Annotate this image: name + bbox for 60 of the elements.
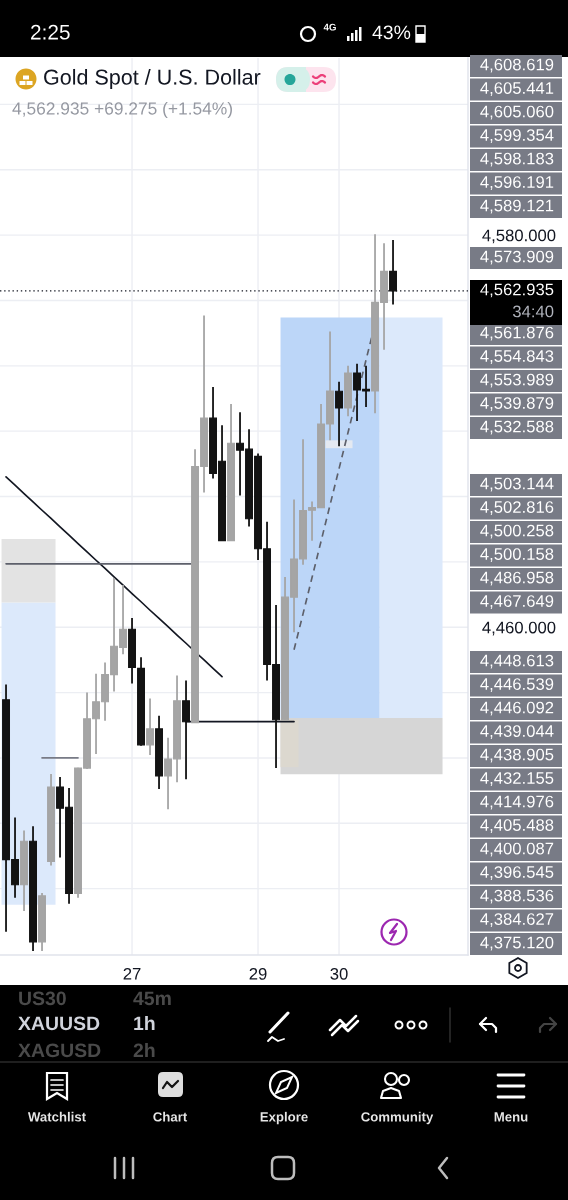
text: Menu — [494, 1112, 528, 1122]
text: 4,467.649 — [480, 595, 554, 609]
text: 4,432.155 — [480, 772, 554, 786]
candlestick — [146, 697, 155, 756]
text: 4,589.121 — [480, 199, 554, 214]
text: 4,605.441 — [480, 82, 554, 96]
text: 4,596.191 — [480, 176, 554, 190]
text: 4,414.976 — [480, 795, 554, 810]
text: XAGUSD — [18, 1043, 101, 1058]
ref-line-label: 4,562.935 — [480, 283, 554, 298]
text: 2h — [133, 1042, 155, 1058]
text: 4,554.843 — [480, 350, 554, 364]
text: 4,502.816 — [480, 501, 554, 515]
text: 4,388.536 — [480, 889, 554, 904]
text: 34:40 — [512, 305, 554, 318]
text: 4,400.087 — [480, 842, 554, 857]
x-tick-label: 29 — [249, 967, 267, 980]
text: Community — [361, 1111, 434, 1125]
text: 4,438.905 — [480, 748, 554, 763]
text: 4,503.144 — [480, 477, 554, 492]
text: 4,562.935 +69.275 (+1.54%) — [12, 101, 232, 119]
text: 4,448.613 — [480, 654, 554, 669]
text: 45m — [133, 991, 171, 1006]
text: 4,446.092 — [480, 701, 554, 716]
text: 4,375.120 — [480, 936, 554, 951]
text: 4,486.958 — [480, 571, 554, 586]
text: 1h — [134, 1015, 155, 1031]
y-tick-label: 4,580.000 — [482, 229, 556, 244]
text: 4,446.539 — [480, 678, 554, 692]
text: 4,598.183 — [480, 152, 554, 167]
text: US30 — [19, 991, 66, 1006]
line-series — [5, 476, 223, 678]
candlestick — [335, 380, 344, 448]
text: 4,573.909 — [480, 250, 554, 265]
candlestick — [389, 239, 398, 306]
text: 4,561.876 — [480, 326, 554, 341]
text: 4,599.354 — [480, 129, 554, 143]
text: 4,605.060 — [480, 105, 554, 120]
chart-title: Gold Spot / U.S. Dollar — [44, 68, 261, 90]
text: 43% — [372, 25, 411, 40]
text: 4G — [323, 23, 336, 31]
text: Watchlist — [27, 1111, 86, 1122]
text: 4,539.879 — [480, 397, 554, 411]
text: Chart — [153, 1111, 188, 1122]
text: 4,439.044 — [480, 725, 554, 739]
text: 4,384.627 — [480, 913, 554, 927]
text: 4,500.258 — [480, 524, 554, 539]
x-tick-label: 27 — [123, 967, 141, 980]
x-tick-label: 30 — [330, 967, 348, 980]
text: Explore — [260, 1111, 308, 1125]
text: 4,396.545 — [480, 866, 554, 880]
y-tick-label: 4,460.000 — [482, 621, 556, 636]
text: 4,553.989 — [480, 373, 554, 388]
text: 4,532.588 — [480, 420, 554, 435]
text: 4,500.158 — [480, 548, 554, 562]
text: 4,405.488 — [480, 819, 554, 833]
text: XAUUSD — [18, 1016, 100, 1031]
candlestick — [182, 679, 191, 781]
text: 4,608.619 — [480, 58, 554, 73]
text: 2:25 — [31, 24, 70, 40]
